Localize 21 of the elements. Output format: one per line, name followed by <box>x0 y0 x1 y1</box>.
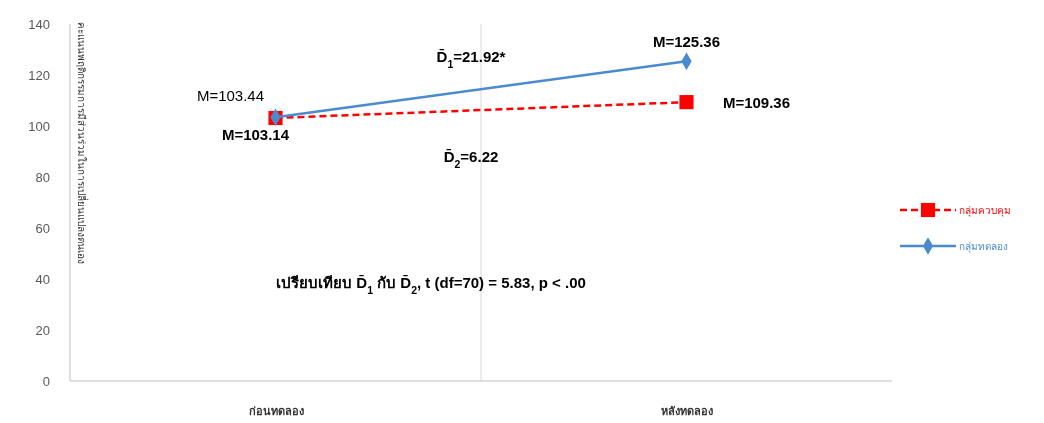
y-tick-label: 100 <box>28 118 50 134</box>
annotation: M=103.44 <box>196 87 265 105</box>
annotation: เปรียบเทียบ D̄$_{1}$ กับ D̄$_{2}$, t (df=70) = 5.83, p < .00 <box>276 274 586 296</box>
point <box>679 95 694 110</box>
y-tick-label: 120 <box>28 67 50 83</box>
annotation: M=125.36 <box>652 33 721 51</box>
x-tick-label: ก่อนทดลอง <box>248 404 304 417</box>
y-tick-label: 80 <box>35 169 50 185</box>
annotation: M=109.36 <box>722 94 791 112</box>
y-tick-label: 60 <box>35 220 50 236</box>
y-tick-label: 40 <box>35 271 50 287</box>
annotation: D̄$_{1}$=21.92* <box>436 48 506 70</box>
text: กลุ่มทดลอง <box>959 240 1008 253</box>
legend-label: กลุ่มควบคุม <box>959 204 1011 217</box>
y-tick-label: 140 <box>28 16 50 32</box>
y-tick-label: 0 <box>42 373 50 389</box>
x-tick-label: หลังทดลอง <box>661 404 713 417</box>
y-tick-label: 20 <box>35 322 50 338</box>
y-axis-title: คะแนนพฤติกรรมการมีส่วนร่วมในการเปลี่ยนแปลงตนเอง <box>76 21 89 264</box>
annotation: D̄$_{2}$=6.22 <box>443 148 499 170</box>
annotation: M=103.14 <box>221 125 290 143</box>
